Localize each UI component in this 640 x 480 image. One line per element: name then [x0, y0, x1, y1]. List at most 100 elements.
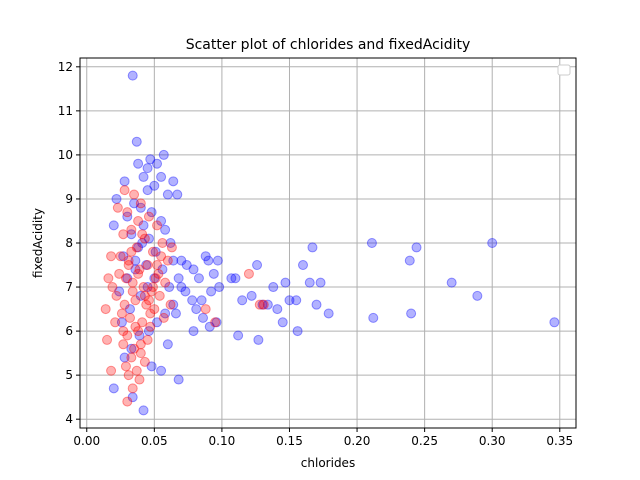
scatter-point-series-1: [164, 282, 175, 293]
y-tick-label: 10: [58, 148, 73, 162]
scatter-point-series-2: [100, 304, 111, 315]
scatter-point-series-1: [127, 392, 138, 403]
scatter-point-series-2: [106, 365, 117, 376]
x-tick-label: 0.10: [209, 434, 236, 448]
scatter-point-series-2: [147, 246, 158, 257]
scatter-point-series-2: [149, 304, 160, 315]
scatter-point-series-2: [119, 299, 130, 310]
scatter-point-series-2: [120, 361, 131, 372]
scatter-point-series-2: [141, 299, 152, 310]
scatter-point-series-2: [103, 273, 114, 284]
scatter-point-series-2: [127, 286, 138, 297]
scatter-point-series-2: [147, 282, 158, 293]
scatter-point-series-2: [133, 215, 144, 226]
scatter-point-series-2: [127, 383, 138, 394]
scatter-point-series-1: [203, 255, 214, 266]
scatter-point-series-1: [142, 185, 153, 196]
chart-title: Scatter plot of chlorides and fixedAcidi…: [186, 37, 471, 53]
x-tick-label: 0.30: [479, 434, 506, 448]
scatter-point-series-1: [122, 211, 133, 222]
scatter-point-series-1: [129, 198, 140, 209]
scatter-point-series-1: [152, 158, 163, 169]
scatter-point-series-2: [119, 185, 130, 196]
scatter-point-series-1: [284, 295, 295, 306]
scatter-point-series-1: [404, 255, 415, 266]
scatter-point-series-1: [127, 70, 138, 81]
scatter-point-series-1: [246, 290, 257, 301]
scatter-point-series-2: [116, 308, 127, 319]
scatter-point-series-1: [149, 180, 160, 191]
scatter-point-series-1: [262, 299, 273, 310]
scatter-point-series-1: [114, 286, 125, 297]
scatter-point-series-1: [145, 154, 156, 165]
scatter-point-series-1: [142, 163, 153, 174]
scatter-point-series-2: [139, 233, 150, 244]
scatter-point-series-1: [291, 295, 302, 306]
y-axis-label: fixedAcidity: [31, 208, 45, 278]
scatter-point-series-2: [122, 396, 133, 407]
scatter-point-series-2: [156, 251, 167, 262]
y-axis: 4 5 6 7 8 9 10 11 12: [58, 60, 80, 426]
scatter-point-series-1: [268, 282, 279, 293]
x-tick-label: 0.05: [141, 434, 168, 448]
scatter-point-series-2: [154, 290, 165, 301]
x-tick-label: 0.20: [344, 434, 371, 448]
x-axis: 0.00 0.05 0.10 0.15 0.20 0.25 0.30 0.35: [73, 428, 573, 448]
scatter-point-series-2: [123, 255, 134, 266]
scatter-point-series-1: [138, 220, 149, 231]
scatter-point-series-2: [125, 312, 136, 323]
scatter-point-series-1: [168, 299, 179, 310]
scatter-point-series-2: [152, 220, 163, 231]
x-axis-label: chlorides: [301, 456, 355, 470]
grid-lines: [80, 58, 576, 428]
scatter-point-series-2: [254, 299, 265, 310]
scatter-point-series-2: [118, 229, 129, 240]
x-tick-label: 0.25: [411, 434, 438, 448]
scatter-point-series-2: [111, 290, 122, 301]
scatter-point-series-2: [138, 282, 149, 293]
scatter-point-series-2: [130, 321, 141, 332]
scatter-point-series-2: [158, 312, 169, 323]
scatter-point-series-2: [114, 268, 125, 279]
scatter-point-series-2: [134, 374, 145, 385]
scatter-point-series-1: [142, 282, 153, 293]
scatter-point-series-1: [116, 317, 127, 328]
scatter-point-series-1: [119, 176, 130, 187]
scatter-point-series-2: [160, 277, 171, 288]
scatter-point-series-1: [368, 312, 379, 323]
scatter-point-series-1: [146, 207, 157, 218]
scatter-point-series-2: [135, 348, 146, 359]
scatter-point-series-2: [258, 299, 269, 310]
scatter-point-series-1: [134, 330, 145, 341]
scatter-point-series-1: [181, 260, 192, 271]
scatter-point-series-2: [106, 251, 117, 262]
scatter-point-series-1: [138, 405, 149, 416]
scatter-point-series-2: [129, 189, 140, 200]
scatter-point-series-1: [204, 321, 215, 332]
scatter-point-series-2: [118, 326, 129, 337]
scatter-point-series-2: [152, 260, 163, 271]
scatter-point-series-2: [123, 260, 134, 271]
scatter-point-series-2: [143, 211, 154, 222]
scatter-point-series-1: [119, 352, 130, 363]
scatter-point-series-2: [143, 295, 154, 306]
scatter-point-series-1: [156, 365, 167, 376]
scatter-point-series-2: [165, 299, 176, 310]
scatter-point-series-1: [152, 317, 163, 328]
scatter-point-series-1: [226, 273, 237, 284]
scatter-point-series-1: [277, 317, 288, 328]
scatter-point-series-1: [122, 273, 133, 284]
scatter-point-series-1: [411, 242, 422, 253]
scatter-point-series-1: [304, 277, 315, 288]
scatter-point-series-2: [126, 246, 137, 257]
scatter-point-series-1: [188, 264, 199, 275]
scatter-point-series-1: [315, 277, 326, 288]
scatter-point-series-2: [126, 352, 137, 363]
scatter-point-series-2: [153, 268, 164, 279]
scatter-point-series-2: [130, 295, 141, 306]
scatter-point-series-2: [150, 273, 161, 284]
scatter-point-series-1: [111, 193, 122, 204]
scatter-point-series-2: [122, 330, 133, 341]
scatter-point-series-1: [156, 215, 167, 226]
scatter-point-series-1: [162, 339, 173, 350]
